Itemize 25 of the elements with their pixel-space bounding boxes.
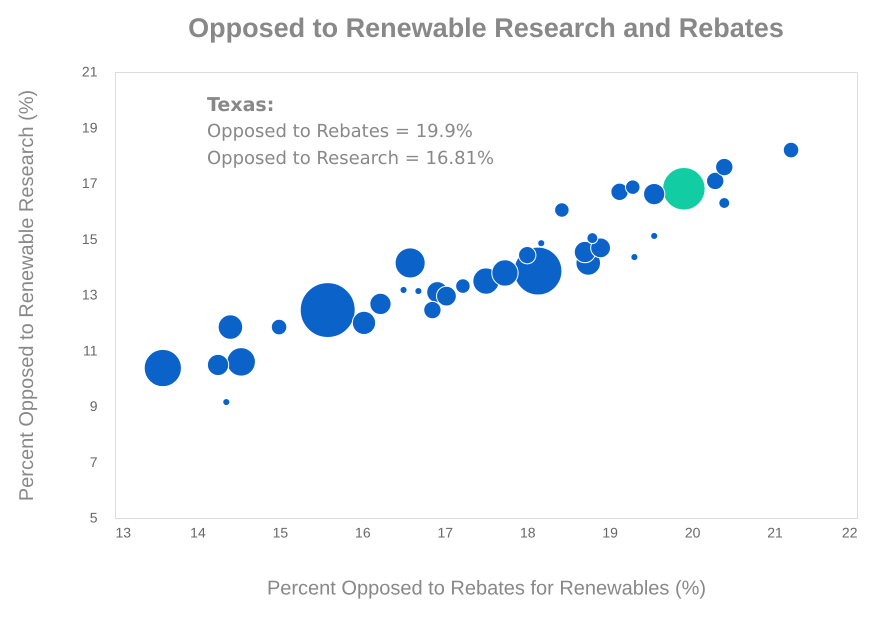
annotation: Opposed to Rebates = 19.9% [207,121,473,142]
y-tick-label: 7 [90,454,98,470]
x-tick-label: 15 [272,524,288,540]
y-tick-label: 15 [82,230,98,247]
y-tick-label: 5 [90,510,98,526]
x-tick-label: 13 [116,524,132,540]
annotation: Texas: [207,94,274,116]
x-tick-label: 20 [684,524,701,540]
y-tick-label: 17 [82,175,98,191]
x-tick-label: 16 [355,524,371,540]
y-axis-title: Percent Opposed to Renewable Research (%) [16,90,38,502]
y-tick-label: 13 [82,286,98,302]
x-tick-label: 17 [437,524,454,540]
x-tick-label: 22 [842,524,858,540]
x-tick-label: 21 [767,524,784,540]
chart-title: Opposed to Renewable Research and Rebates [188,13,784,43]
y-tick-label: 21 [82,64,98,80]
x-axis-title: Percent Opposed to Rebates for Renewables (%) [266,578,706,600]
annotation: Opposed to Research = 16.81% [207,148,494,169]
y-tick-label: 19 [82,119,98,136]
x-tick-label: 18 [520,524,536,540]
x-tick-label: 19 [602,524,618,540]
y-tick-label: 9 [90,398,98,414]
x-tick-label: 14 [190,524,206,540]
y-tick-label: 11 [82,342,98,358]
